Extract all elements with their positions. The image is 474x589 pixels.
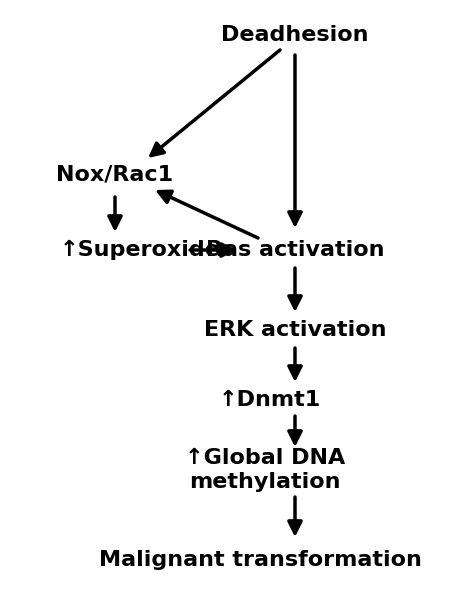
Text: ↑Dnmt1: ↑Dnmt1 [219,390,321,410]
Text: ↑Superoxide: ↑Superoxide [60,240,221,260]
Text: Deadhesion: Deadhesion [221,25,369,45]
Text: Nox/Rac1: Nox/Rac1 [56,165,173,185]
Text: ↑Global DNA
methylation: ↑Global DNA methylation [185,448,345,492]
Text: Ras activation: Ras activation [206,240,384,260]
Text: ERK activation: ERK activation [204,320,386,340]
Text: Malignant transformation: Malignant transformation [99,550,421,570]
